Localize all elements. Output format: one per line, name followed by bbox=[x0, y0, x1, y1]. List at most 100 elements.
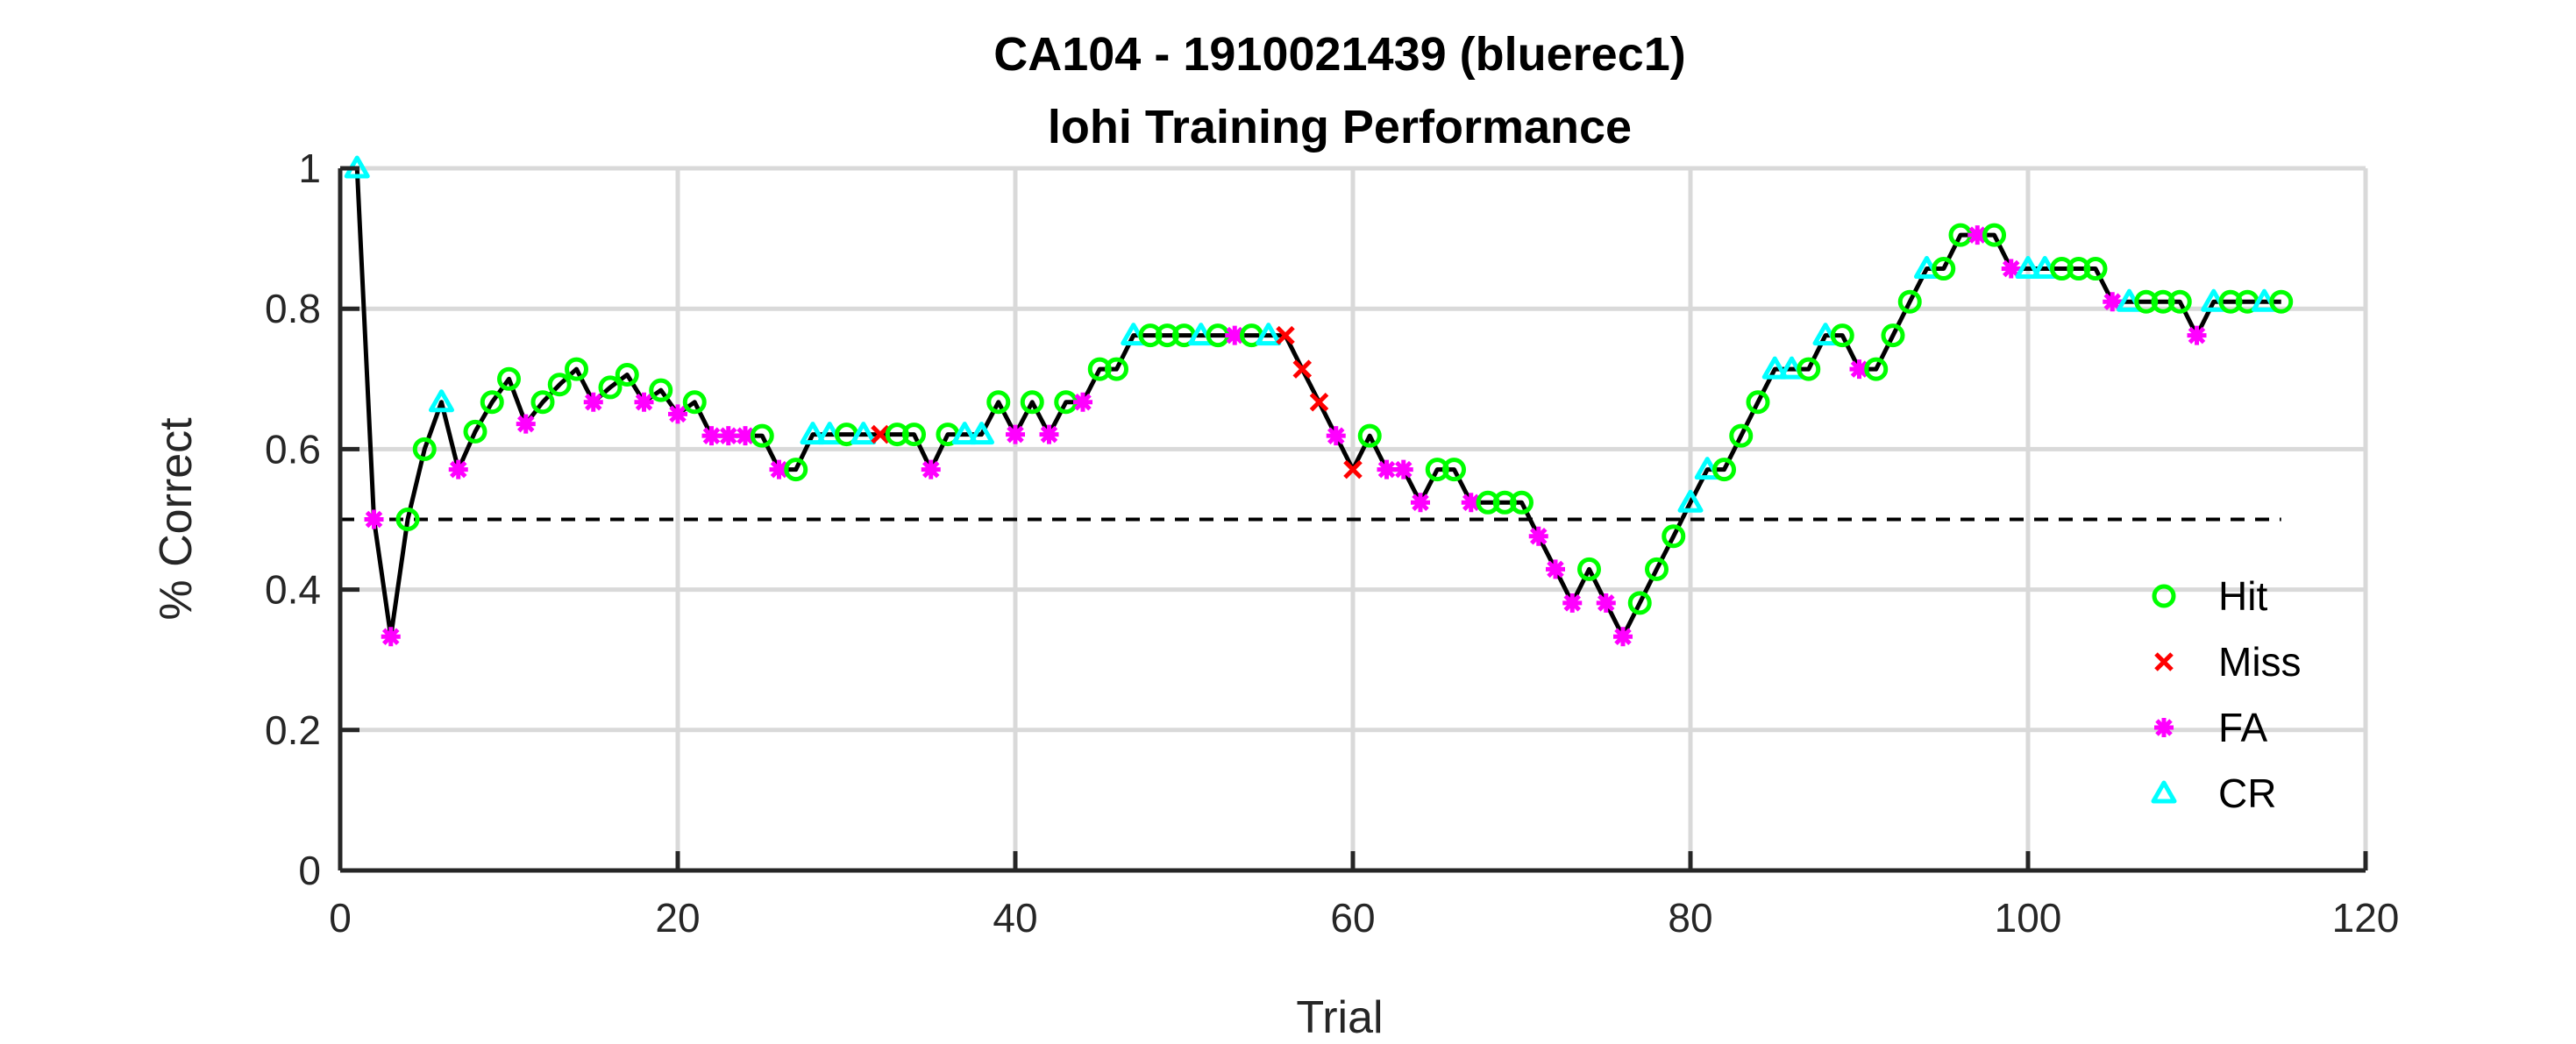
y-tick-label: 0.6 bbox=[265, 426, 321, 472]
trial-marker-fa bbox=[1613, 627, 1633, 647]
x-tick-label: 100 bbox=[1995, 895, 2062, 941]
x-tick-label: 120 bbox=[2332, 895, 2400, 941]
trial-marker-fa bbox=[1596, 593, 1616, 613]
trial-marker-fa bbox=[364, 509, 384, 529]
trial-marker-hit bbox=[2218, 289, 2243, 314]
x-tick-label: 80 bbox=[1668, 895, 1712, 941]
trial-marker-miss bbox=[1276, 325, 1295, 345]
trial-marker-fa bbox=[718, 426, 738, 446]
legend: Hit Miss FA CR bbox=[2151, 573, 2302, 816]
trial-marker-fa bbox=[1393, 459, 1413, 479]
trial-marker-hit bbox=[682, 390, 707, 415]
chart-subtitle: lohi Training Performance bbox=[1048, 101, 1632, 153]
trial-marker-hit bbox=[395, 508, 420, 531]
trial-marker-hit bbox=[1729, 423, 1754, 448]
trial-marker-hit bbox=[547, 373, 572, 397]
axes bbox=[338, 166, 2368, 873]
x-tick-label: 0 bbox=[329, 895, 352, 941]
trial-marker-fa bbox=[583, 392, 603, 412]
y-tick-label: 0.2 bbox=[265, 707, 321, 753]
trial-marker-hit bbox=[1476, 490, 1500, 515]
trial-marker-hit bbox=[480, 390, 504, 415]
legend-marker-fa bbox=[2154, 718, 2174, 737]
trial-marker-cr bbox=[1256, 323, 1282, 346]
trial-marker-hit bbox=[530, 390, 555, 415]
y-tick-label: 0.4 bbox=[265, 567, 321, 613]
chart-title: CA104 - 1910021439 (bluerec1) bbox=[993, 28, 1686, 81]
trial-marker-fa bbox=[1968, 225, 1988, 245]
trial-marker-cr bbox=[951, 422, 978, 445]
trial-marker-hit bbox=[1982, 223, 2006, 247]
y-axis-label: % Correct bbox=[151, 417, 202, 621]
trial-marker-fa bbox=[769, 459, 789, 479]
y-tick-label: 0.8 bbox=[265, 286, 321, 331]
trial-marker-miss bbox=[871, 424, 890, 444]
trial-marker-fa bbox=[1073, 392, 1092, 412]
trial-marker-hit bbox=[2134, 289, 2159, 314]
trial-marker-hit bbox=[2067, 257, 2091, 281]
trial-marker-fa bbox=[1849, 359, 1869, 380]
trial-marker-fa bbox=[448, 459, 468, 479]
trial-marker-hit bbox=[649, 378, 673, 402]
trial-marker-fa bbox=[2001, 259, 2021, 279]
trial-marker-hit bbox=[885, 423, 909, 447]
legend-label-hit: Hit bbox=[2218, 573, 2267, 619]
trial-marker-fa bbox=[1326, 426, 1346, 446]
trial-marker-fa bbox=[1546, 559, 1565, 579]
trial-marker-fa bbox=[1377, 459, 1397, 479]
trial-marker-fa bbox=[1562, 593, 1583, 613]
trial-marker-cr bbox=[1761, 356, 1788, 380]
x-tick-label: 40 bbox=[993, 895, 1037, 941]
trial-marker-cr bbox=[850, 422, 877, 445]
trial-marker-fa bbox=[736, 426, 755, 446]
trial-marker-hit bbox=[1492, 490, 1517, 515]
trial-marker-hit bbox=[1627, 591, 1652, 615]
trial-marker-hit bbox=[1746, 390, 1770, 415]
trial-marker-hit bbox=[1357, 423, 1382, 448]
trial-marker-fa bbox=[921, 459, 941, 479]
trial-marker-fa bbox=[1225, 325, 1245, 345]
trial-marker-hit bbox=[412, 437, 437, 461]
trial-marker-hit bbox=[1020, 390, 1044, 415]
legend-marker-hit bbox=[2152, 584, 2176, 608]
trial-marker-hit bbox=[1577, 557, 1601, 581]
trial-marker-cr bbox=[2015, 256, 2041, 280]
trial-marker-hit bbox=[1138, 323, 1163, 348]
trial-marker-hit bbox=[615, 362, 639, 387]
trial-marker-hit bbox=[986, 390, 1011, 415]
trial-marker-fa bbox=[1039, 424, 1059, 444]
x-axis-label: Trial bbox=[1296, 992, 1383, 1043]
trial-marker-hit bbox=[2167, 289, 2192, 314]
trial-marker-hit bbox=[1645, 557, 1669, 581]
trial-marker-hit bbox=[1897, 289, 1922, 314]
trial-marker-hit bbox=[750, 423, 774, 448]
trial-marker-fa bbox=[701, 426, 722, 446]
x-tick-label: 60 bbox=[1330, 895, 1375, 941]
trial-marker-hit bbox=[1510, 490, 1534, 515]
trial-markers bbox=[344, 155, 2294, 647]
trial-marker-hit bbox=[1105, 357, 1128, 381]
trial-marker-hit bbox=[1662, 524, 1686, 549]
y-tick-label: 0 bbox=[298, 848, 321, 893]
trial-marker-fa bbox=[1528, 526, 1548, 546]
grid-lines bbox=[340, 166, 2368, 870]
y-tick-label: 1 bbox=[298, 146, 321, 191]
trial-marker-hit bbox=[1881, 323, 1905, 348]
trial-marker-hit bbox=[784, 458, 808, 482]
x-tick-labels: 0 20 40 60 80 100 120 bbox=[329, 895, 2399, 941]
x-tick-label: 20 bbox=[655, 895, 700, 941]
trial-marker-miss bbox=[1343, 459, 1363, 479]
trial-marker-hit bbox=[1830, 323, 1854, 348]
trial-marker-fa bbox=[1411, 493, 1430, 513]
trial-marker-hit bbox=[598, 375, 623, 400]
trial-marker-fa bbox=[2187, 325, 2207, 345]
trial-marker-fa bbox=[668, 404, 687, 424]
trial-marker-cr bbox=[800, 422, 826, 445]
trial-marker-hit bbox=[2151, 289, 2175, 314]
trial-marker-fa bbox=[1006, 424, 1025, 444]
trial-marker-hit bbox=[1712, 458, 1736, 482]
trial-marker-hit bbox=[497, 366, 521, 391]
trial-marker-miss bbox=[1309, 392, 1329, 412]
trial-marker-hit bbox=[565, 357, 588, 381]
